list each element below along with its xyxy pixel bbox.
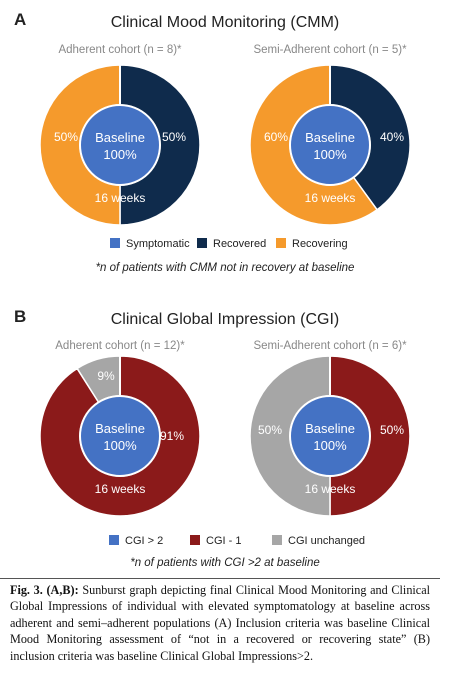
inner-baseline-circle xyxy=(79,395,161,477)
panel-label: A xyxy=(14,10,26,29)
inner-baseline-circle xyxy=(289,104,371,186)
legend-label: CGI - 1 xyxy=(206,535,241,547)
center-value: 100% xyxy=(103,438,137,453)
legend-label: CGI > 2 xyxy=(125,535,163,547)
legend-swatch xyxy=(197,238,207,248)
caption-lead: Fig. 3. (A,B): xyxy=(10,583,79,597)
inner-baseline-circle xyxy=(79,104,161,186)
legend-swatch xyxy=(272,535,282,545)
legend-label: Recovering xyxy=(292,238,348,250)
slice-percent-label: 50% xyxy=(380,423,404,437)
panel-label: B xyxy=(14,307,26,326)
figure-caption: Fig. 3. (A,B): Sunburst graph depicting … xyxy=(10,582,430,664)
slice-percent-label: 91% xyxy=(160,429,184,443)
cohort-subtitle: Semi-Adherent cohort (n = 6)* xyxy=(253,340,407,352)
ring-time-label: 16 weeks xyxy=(305,482,356,496)
legend-swatch xyxy=(109,535,119,545)
chart-title: Clinical Mood Monitoring (CMM) xyxy=(111,14,340,31)
figure-canvas: A Clinical Mood Monitoring (CMM) Adherent … xyxy=(14,10,411,569)
footnote: *n of patients with CGI >2 at baseline xyxy=(130,557,320,569)
center-label: Baseline xyxy=(305,421,355,436)
slice-percent-label: 9% xyxy=(97,369,115,383)
legend-label: Recovered xyxy=(213,238,266,250)
center-value: 100% xyxy=(103,147,137,162)
center-label: Baseline xyxy=(95,130,145,145)
slice-percent-label: 40% xyxy=(380,130,404,144)
caption-text: Sunburst graph depicting final Clinical … xyxy=(10,583,430,663)
legend-label: Symptomatic xyxy=(126,238,190,250)
legend-swatch xyxy=(276,238,286,248)
footnote: *n of patients with CMM not in recovery … xyxy=(96,262,355,274)
slice-percent-label: 60% xyxy=(264,130,288,144)
center-value: 100% xyxy=(313,147,347,162)
ring-time-label: 16 weeks xyxy=(95,191,146,205)
cohort-subtitle: Semi-Adherent cohort (n = 5)* xyxy=(253,44,407,56)
slice-percent-label: 50% xyxy=(162,130,186,144)
chart-title: Clinical Global Impression (CGI) xyxy=(111,311,340,328)
slice-percent-label: 50% xyxy=(258,423,282,437)
inner-baseline-circle xyxy=(289,395,371,477)
ring-time-label: 16 weeks xyxy=(305,191,356,205)
center-value: 100% xyxy=(313,438,347,453)
center-label: Baseline xyxy=(305,130,355,145)
cohort-subtitle: Adherent cohort (n = 8)* xyxy=(58,44,182,56)
legend-label: CGI unchanged xyxy=(288,535,365,547)
ring-time-label: 16 weeks xyxy=(95,482,146,496)
caption-divider xyxy=(0,578,440,579)
legend-swatch xyxy=(110,238,120,248)
legend-swatch xyxy=(190,535,200,545)
center-label: Baseline xyxy=(95,421,145,436)
slice-percent-label: 50% xyxy=(54,130,78,144)
cohort-subtitle: Adherent cohort (n = 12)* xyxy=(55,340,185,352)
